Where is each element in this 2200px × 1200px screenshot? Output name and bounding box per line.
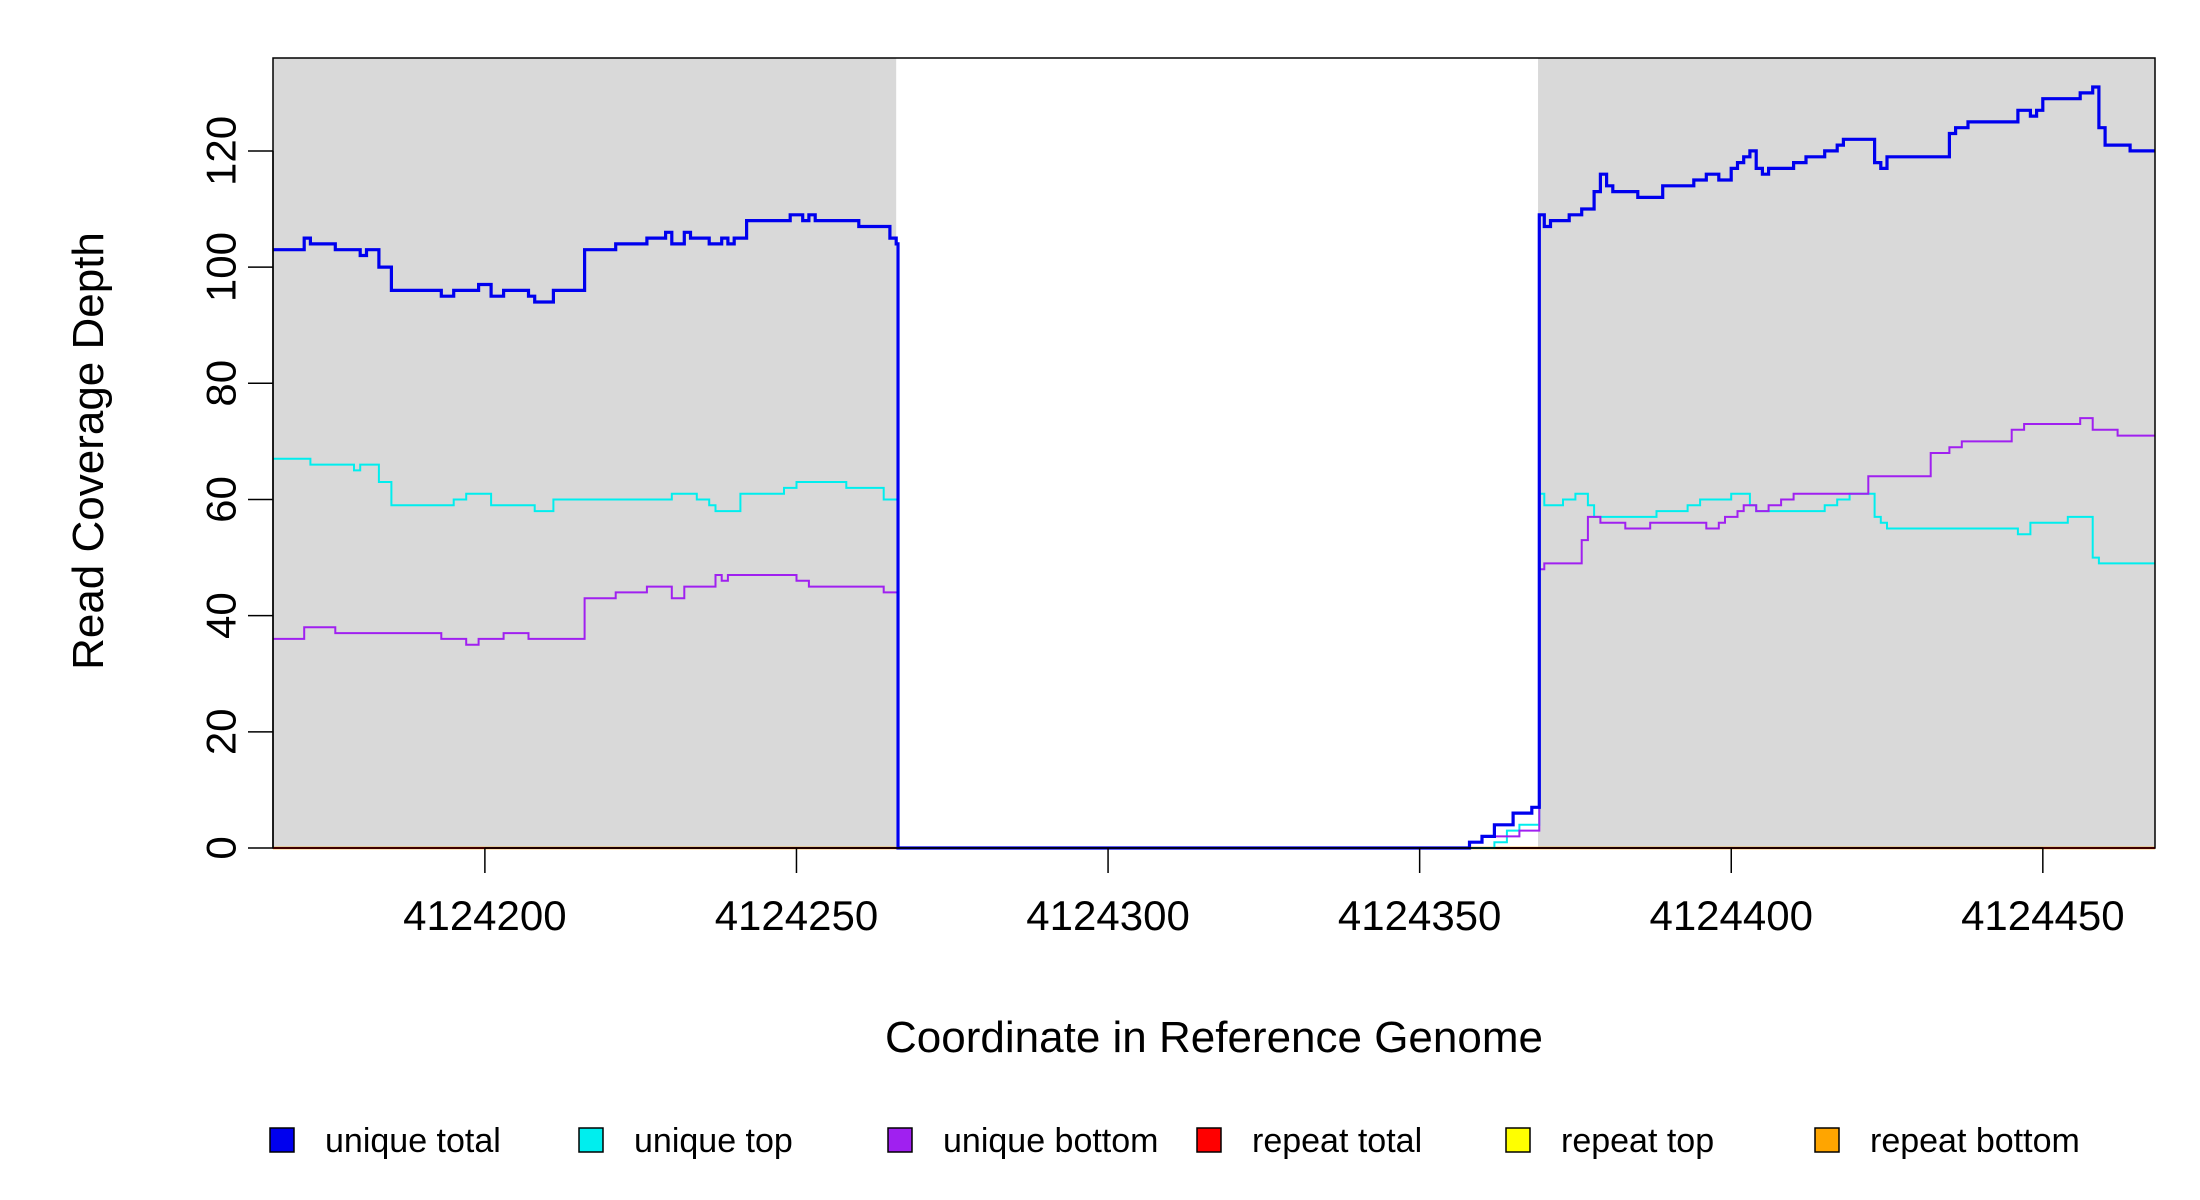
legend-item-repeat-top: repeat top (1505, 1122, 1714, 1160)
x-tick-label: 4124400 (1649, 892, 1813, 939)
legend-label: repeat bottom (1870, 1122, 2080, 1160)
legend-label: unique bottom (943, 1122, 1159, 1160)
y-tick-label: 60 (198, 476, 245, 523)
legend-label: unique total (325, 1122, 501, 1160)
legend-swatch (887, 1127, 913, 1153)
legend-item-unique-total: unique total (269, 1122, 501, 1160)
y-axis: 0 20 40 60 80 100 120 (198, 116, 274, 860)
y-tick-label: 40 (198, 592, 245, 639)
legend-swatch (269, 1127, 295, 1153)
legend-item-repeat-total: repeat total (1196, 1122, 1422, 1160)
legend-label: repeat total (1252, 1122, 1422, 1160)
legend-label: unique top (634, 1122, 793, 1160)
legend-label: repeat top (1561, 1122, 1714, 1160)
legend-item-repeat-bottom: repeat bottom (1814, 1122, 2080, 1160)
legend-item-unique-top: unique top (578, 1122, 793, 1160)
y-tick-label: 80 (198, 360, 245, 407)
x-tick-label: 4124250 (715, 892, 879, 939)
shaded-region-1 (273, 58, 897, 848)
x-axis-title: Coordinate in Reference Genome (885, 1013, 1543, 1062)
legend-swatch (1196, 1127, 1222, 1153)
legend-swatch (578, 1127, 604, 1153)
series-line-unique-total (273, 85, 2155, 850)
y-tick-label: 20 (198, 708, 245, 755)
legend-swatch (1505, 1127, 1531, 1153)
shaded-regions (273, 58, 2155, 848)
legend-swatch (1814, 1127, 1840, 1153)
x-axis: 4124200 4124250 4124300 4124350 4124400 41244… (403, 847, 2125, 939)
y-axis-title: Read Coverage Depth (64, 232, 113, 670)
series-line-unique-top (273, 457, 2155, 849)
x-tick-label: 4124300 (1026, 892, 1190, 939)
x-tick-label: 4124200 (403, 892, 567, 939)
y-tick-label: 120 (198, 116, 245, 186)
legend: unique total unique top unique bottom repea… (269, 1122, 2080, 1160)
x-tick-label: 4124350 (1338, 892, 1502, 939)
x-tick-label: 4124450 (1961, 892, 2125, 939)
legend-item-unique-bottom: unique bottom (887, 1122, 1159, 1160)
y-tick-label: 100 (198, 232, 245, 302)
y-tick-label: 0 (198, 836, 245, 859)
shaded-region-2 (1538, 58, 2155, 848)
